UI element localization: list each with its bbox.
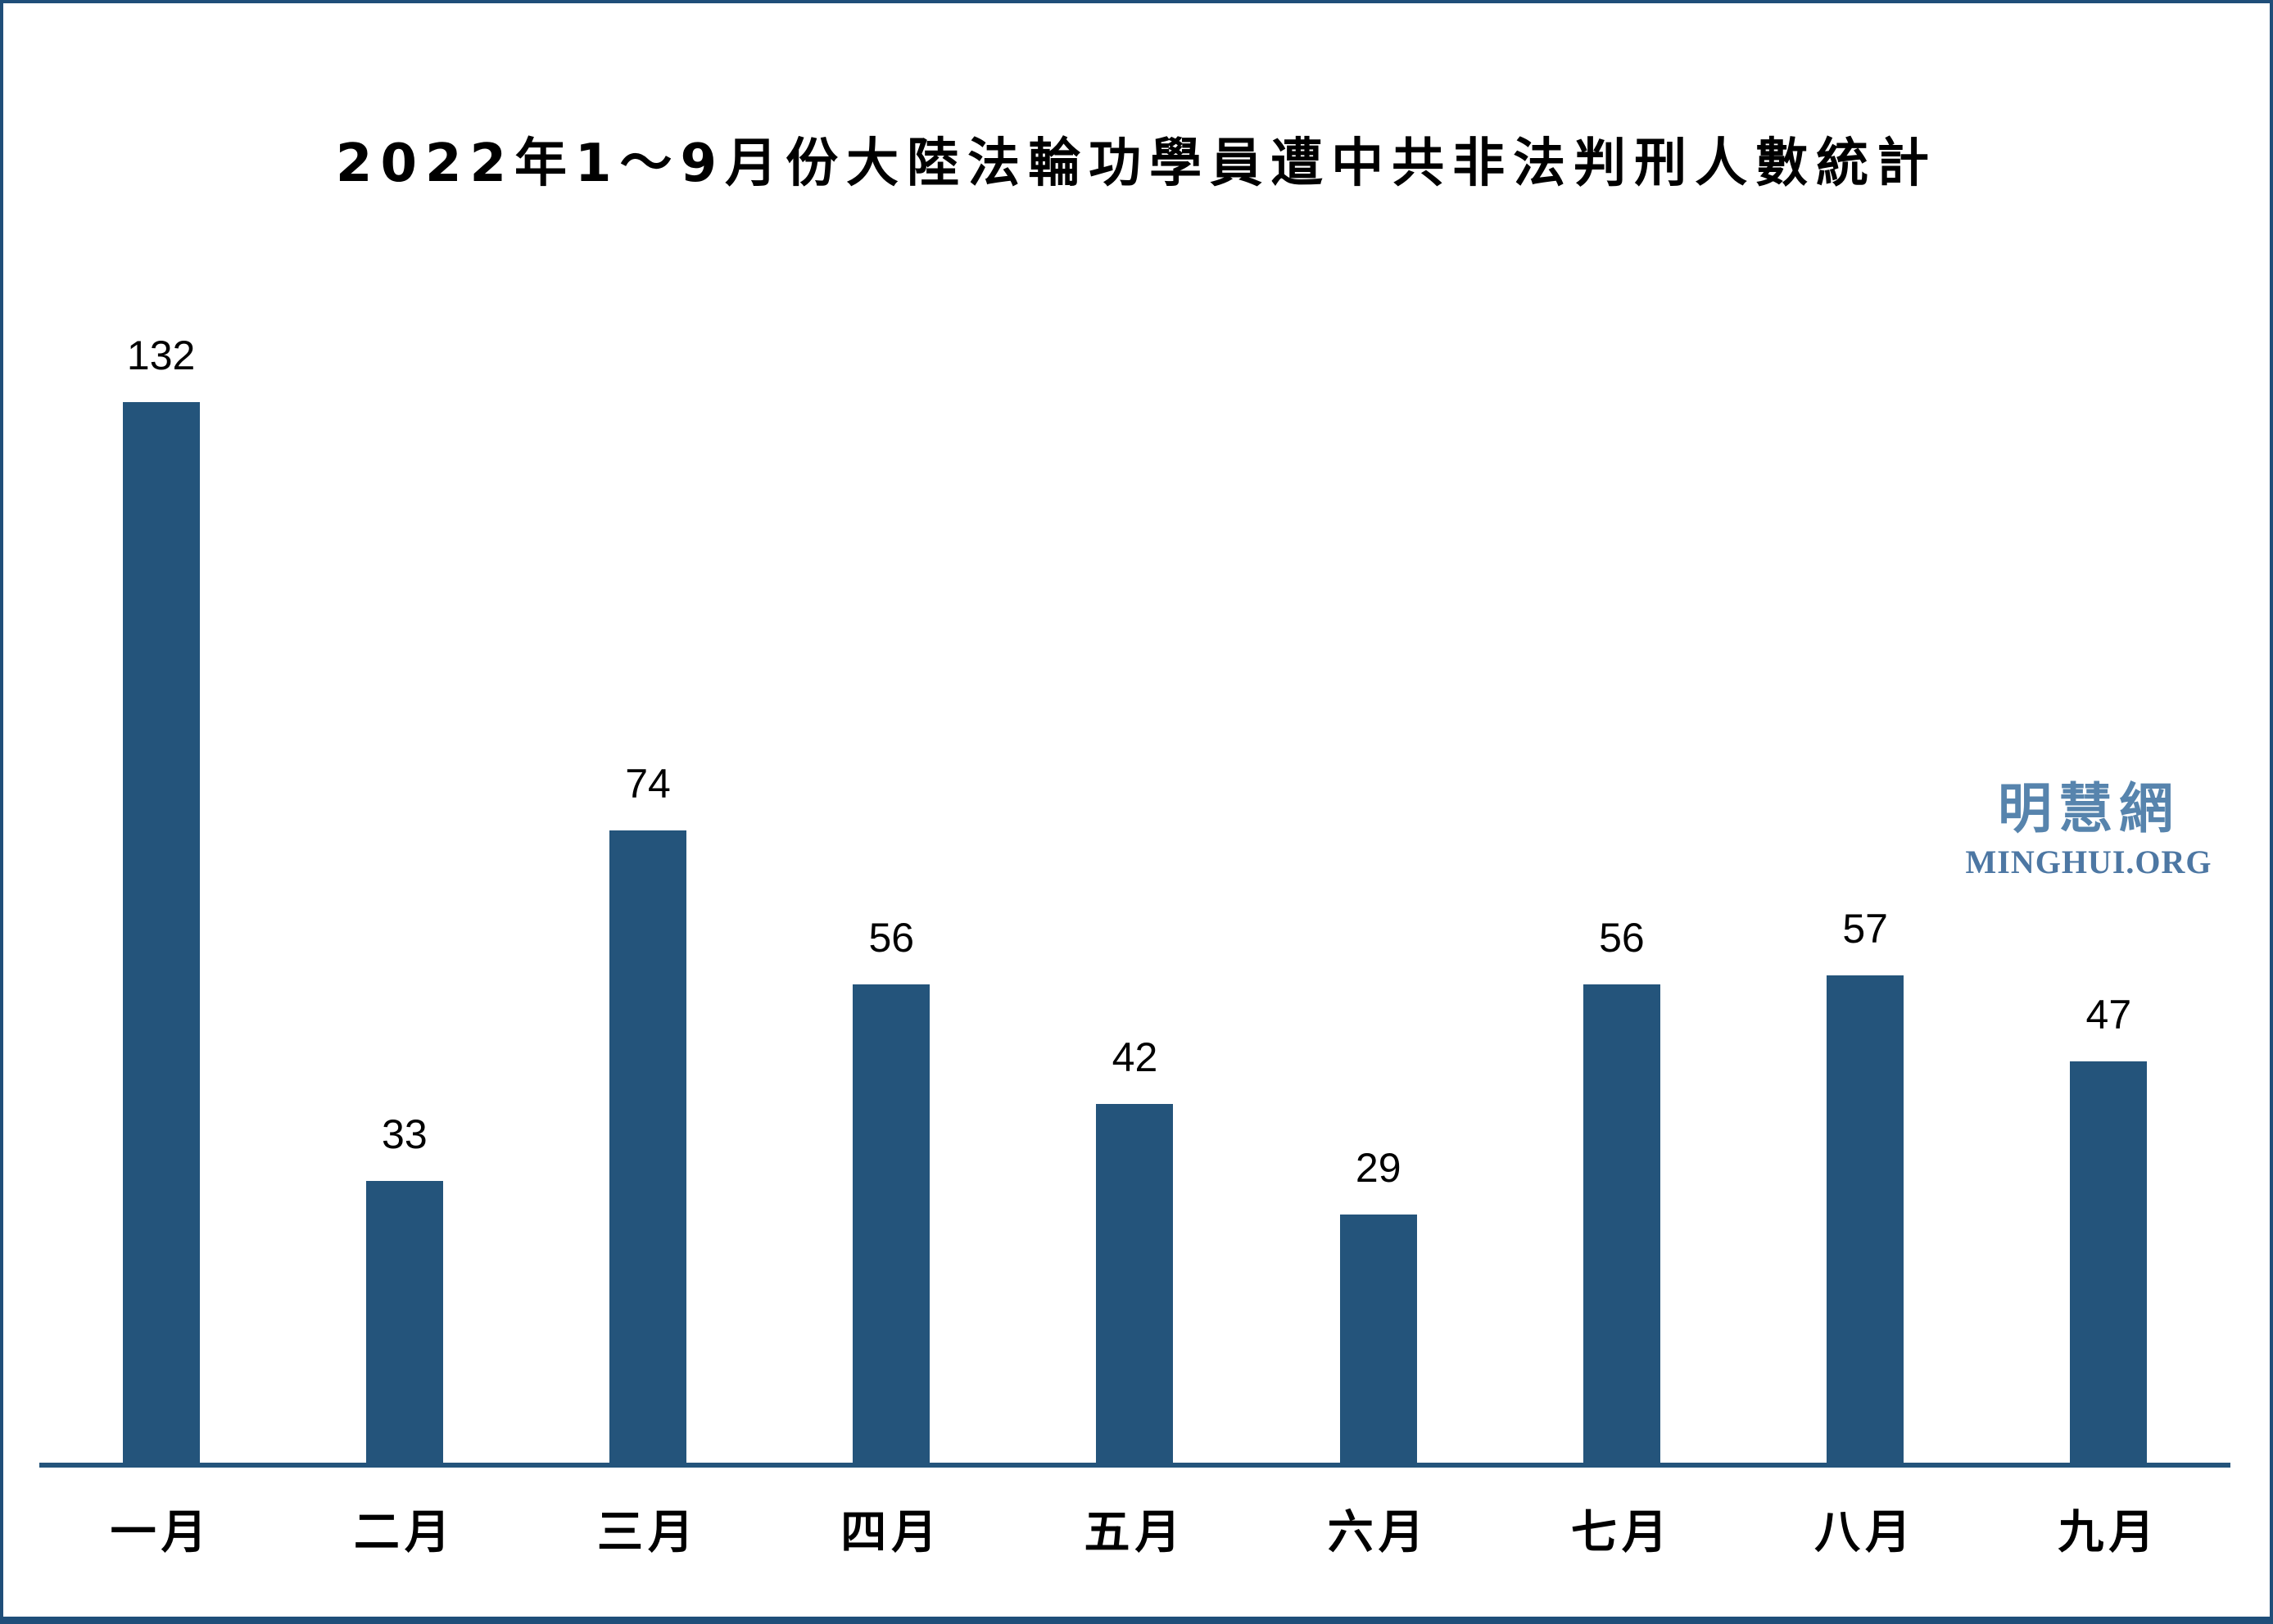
bar <box>609 830 687 1463</box>
bar-column: 56 <box>1500 335 1743 1463</box>
bottom-accent-bar <box>0 1617 2273 1624</box>
bar <box>2070 1061 2148 1463</box>
bar-column: 29 <box>1256 335 1500 1463</box>
bar <box>1096 1103 1174 1463</box>
x-axis-label: 六月 <box>1327 1506 1429 1559</box>
x-axis-label: 一月 <box>110 1506 212 1559</box>
bar-value-label: 29 <box>1355 1145 1401 1192</box>
plot-area: 132 33 74 56 42 29 56 57 47 <box>39 335 2230 1463</box>
bar-column: 33 <box>283 335 526 1463</box>
watermark-chinese-logo: 明慧網 <box>1998 777 2180 840</box>
bar-value-label: 57 <box>1842 906 1888 952</box>
x-axis-labels: 一月 二月 三月 四月 五月 六月 七月 八月 九月 <box>39 1495 2230 1562</box>
bar-value-label: 42 <box>1112 1034 1158 1080</box>
x-axis-line <box>39 1463 2230 1468</box>
x-axis-label: 二月 <box>353 1506 455 1559</box>
x-axis-label: 九月 <box>2058 1506 2160 1559</box>
watermark: 明慧網 MINGHUI.ORG <box>1958 777 2220 881</box>
bar-value-label: 33 <box>382 1111 428 1157</box>
bar-value-label: 74 <box>625 761 671 807</box>
bar-value-label: 47 <box>2085 991 2132 1038</box>
x-axis-label: 四月 <box>840 1506 943 1559</box>
bar-column: 47 <box>1987 335 2230 1463</box>
bar-value-label: 56 <box>868 914 915 961</box>
bar-value-label: 132 <box>126 332 196 378</box>
bar-column: 56 <box>770 335 1013 1463</box>
bar <box>122 402 200 1463</box>
bar-column: 74 <box>526 335 769 1463</box>
x-axis-label: 三月 <box>597 1506 700 1559</box>
watermark-site-url: MINGHUI.ORG <box>1965 843 2212 880</box>
x-axis-label: 八月 <box>1814 1506 1917 1559</box>
bar <box>1827 975 1904 1463</box>
bar-column: 132 <box>39 335 283 1463</box>
bar <box>1339 1215 1417 1463</box>
bar-value-label: 56 <box>1599 914 1645 961</box>
bar-column: 42 <box>1013 335 1256 1463</box>
x-axis-label: 七月 <box>1570 1506 1673 1559</box>
bar <box>365 1180 443 1463</box>
bar-column: 57 <box>1744 335 1987 1463</box>
bar <box>853 984 930 1463</box>
x-axis-label: 五月 <box>1084 1506 1186 1559</box>
chart-title: 2022年1～9月份大陸法輪功學員遭中共非法判刑人數統計 <box>335 133 1938 194</box>
bar <box>1582 984 1660 1463</box>
